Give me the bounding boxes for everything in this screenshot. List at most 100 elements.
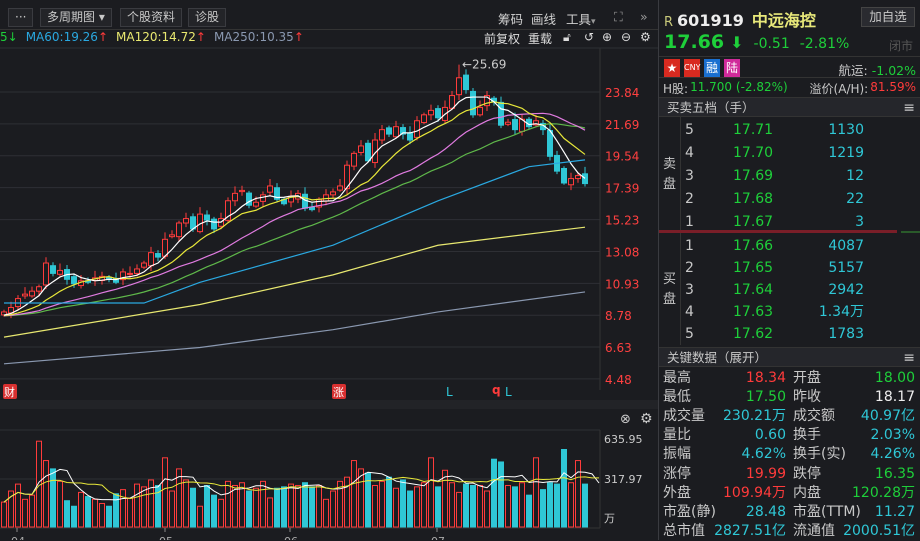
- volume-bar: [428, 457, 434, 528]
- volume-bar: [43, 460, 49, 528]
- keydata-title[interactable]: 关键数据（展开）: [667, 350, 768, 365]
- connect-tag: 陆: [724, 59, 740, 77]
- volume-bar: [561, 449, 567, 528]
- orderbook-title: 买卖五档（手）: [667, 100, 755, 115]
- tools-button[interactable]: 工具▾: [566, 9, 596, 28]
- volume: 4087: [828, 238, 864, 254]
- close-indicator-icon[interactable]: ⊗: [620, 412, 631, 427]
- buy-row[interactable]: 2 17.65 5157: [681, 257, 881, 280]
- price-tick-label: 17.39: [605, 182, 639, 196]
- china-flag-icon: ★: [664, 59, 680, 77]
- indicator-settings-icon[interactable]: ⚙: [640, 411, 653, 427]
- premium-label: 溢价(A/H):: [809, 82, 869, 96]
- volume-bar: [456, 491, 462, 528]
- volume-bar: [281, 486, 287, 528]
- sell-row[interactable]: 1 17.67 3: [681, 211, 881, 234]
- price-tick-label: 8.78: [605, 309, 632, 323]
- collapse-icon[interactable]: »: [640, 9, 648, 24]
- keydata-label: 市盈(静): [663, 503, 716, 520]
- price-tick-label: 6.63: [605, 341, 632, 355]
- sell-row[interactable]: 5 17.71 1130: [681, 119, 881, 142]
- volume-bar: [386, 476, 392, 528]
- volume-bar: [316, 484, 322, 528]
- candle-body: [36, 286, 42, 292]
- buy-row[interactable]: 3 17.64 2942: [681, 279, 881, 302]
- volume: 5157: [828, 260, 864, 276]
- more-button[interactable]: ···: [8, 8, 34, 27]
- lock-icon[interactable]: 🔓︎: [563, 30, 571, 44]
- volume-bar: [57, 480, 63, 528]
- event-marker: L: [446, 385, 453, 399]
- keydata-label: 换手: [793, 427, 821, 444]
- volume-bar: [309, 486, 315, 528]
- menu-icon[interactable]: ≡: [903, 350, 915, 366]
- zoom-out-icon[interactable]: ⊖: [621, 30, 632, 44]
- candle-body: [57, 269, 63, 275]
- keydata-label: 市盈(TTM): [793, 503, 861, 520]
- candle-body: [386, 127, 392, 135]
- add-watchlist-button[interactable]: 加自选: [861, 7, 915, 27]
- buy-row[interactable]: 4 17.63 1.34万: [681, 301, 881, 324]
- volume-bar: [512, 486, 518, 528]
- sector-label[interactable]: 航运:: [838, 63, 868, 78]
- volume-bar: [372, 484, 378, 528]
- reload-button[interactable]: 重载: [528, 32, 553, 46]
- buy-row[interactable]: 5 17.62 1783: [681, 323, 881, 346]
- adjust-button[interactable]: 前复权: [484, 32, 521, 46]
- sell-row[interactable]: 3 17.69 12: [681, 165, 881, 188]
- price-tick-label: 4.48: [605, 373, 632, 387]
- arrow-down-icon: ↓: [7, 30, 18, 44]
- volume-bar: [575, 460, 581, 528]
- candle-body: [134, 268, 140, 274]
- month-label: 07: [431, 535, 445, 540]
- multi-period-button[interactable]: 多周期图 ▾: [40, 8, 112, 27]
- volume-bar: [344, 476, 350, 528]
- keydata-label: 换手(实): [793, 446, 846, 463]
- undo-icon[interactable]: ↺: [584, 30, 595, 44]
- candle-body: [148, 252, 154, 267]
- sell-row[interactable]: 4 17.70 1219: [681, 142, 881, 165]
- sell-row[interactable]: 2 17.68 22: [681, 188, 881, 211]
- level: 2: [685, 260, 694, 276]
- volume-bar: [274, 487, 280, 528]
- candle-body: [477, 106, 483, 116]
- menu-icon[interactable]: ≡: [903, 100, 915, 116]
- price: 17.68: [733, 191, 774, 207]
- zoom-in-icon[interactable]: ⊕: [602, 30, 613, 44]
- chips-button[interactable]: 筹码: [498, 12, 524, 27]
- volume-bar: [351, 460, 357, 528]
- candle-body: [400, 127, 406, 135]
- volume-bar: [526, 494, 532, 528]
- keydata-value: 11.27: [874, 503, 915, 520]
- volume-bar: [99, 502, 105, 528]
- limit-up-marker: [332, 384, 346, 399]
- ma120-line: [3, 226, 586, 338]
- volume-unit-label: 万: [604, 512, 615, 525]
- ma-legend: 5↓ MA60:19.26↑ MA120:14.72↑ MA250:10.35↑: [0, 30, 304, 44]
- volume: 22: [846, 191, 864, 207]
- diagnose-button[interactable]: 诊股: [188, 8, 227, 27]
- ma60-label: MA60:19.26↑: [26, 30, 108, 44]
- finance-marker-label: 财: [4, 385, 15, 399]
- keydata-header: 关键数据（展开） ≡: [659, 347, 920, 367]
- margin-tag: 融: [704, 59, 720, 77]
- high-price-label: ←25.69: [462, 58, 506, 72]
- volume-bar: [379, 480, 385, 528]
- buy-row[interactable]: 1 17.66 4087: [681, 235, 881, 258]
- price: 17.62: [733, 326, 774, 342]
- price: 17.67: [733, 214, 774, 230]
- event-marker: q: [492, 383, 501, 397]
- level: 2: [685, 191, 694, 207]
- settings-icon[interactable]: ⚙: [640, 30, 651, 44]
- volume-bar: [260, 480, 266, 528]
- price: 17.70: [733, 145, 774, 161]
- volume-bar: [29, 494, 35, 528]
- fullscreen-icon[interactable]: ⛶: [614, 9, 623, 24]
- stock-info-button[interactable]: 个股资料: [120, 8, 183, 27]
- candle-body: [183, 218, 189, 224]
- candle-body: [421, 114, 427, 124]
- kline-chart[interactable]: 23.84 21.69 19.54 17.39 15.23 13.08 10.93 8.78 6…: [0, 0, 658, 540]
- volume-bar: [393, 487, 399, 528]
- sell-ratio-bar: [659, 230, 897, 233]
- draw-line-button[interactable]: 画线: [531, 12, 557, 27]
